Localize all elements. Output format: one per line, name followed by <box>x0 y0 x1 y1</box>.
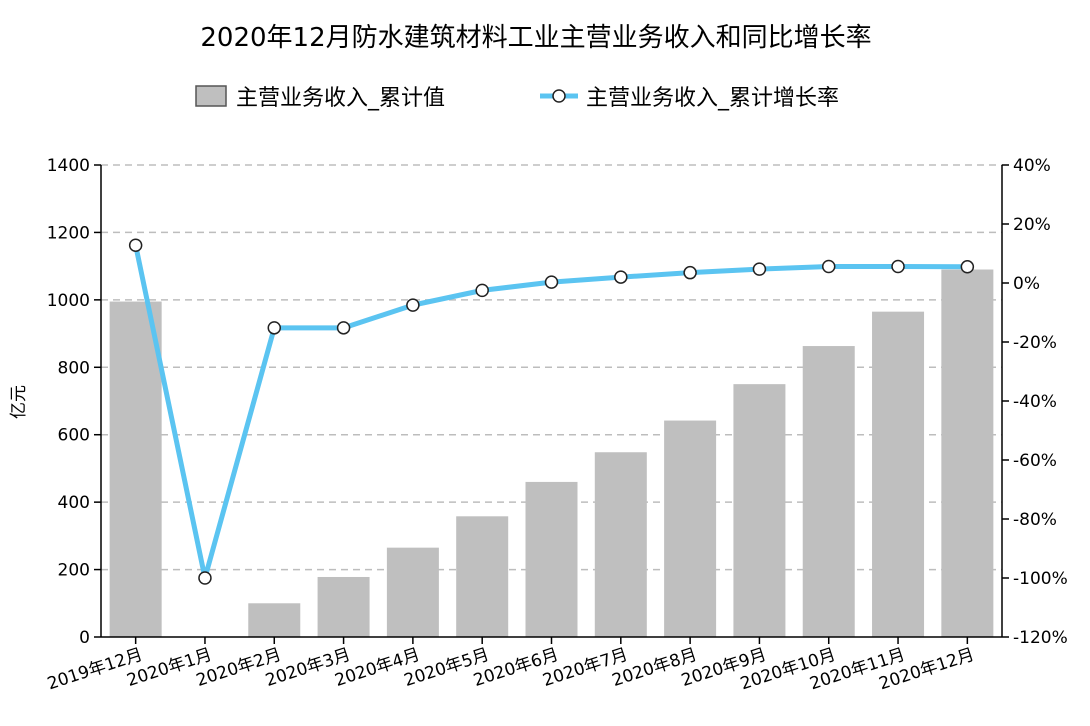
legend-bar-swatch <box>195 85 227 107</box>
line-point <box>198 571 212 585</box>
line-point <box>128 238 143 252</box>
bar <box>525 481 578 637</box>
legend-bar-label: 主营业务收入_累计值 <box>236 86 445 111</box>
bar <box>109 301 162 637</box>
y-left-tick-label: 800 <box>58 358 90 378</box>
y-right-tick-label: -100% <box>1013 569 1068 589</box>
bar <box>664 420 717 637</box>
legend-line-label: 主营业务收入_累计增长率 <box>586 86 839 111</box>
line-point <box>406 298 420 312</box>
line-point <box>267 321 282 335</box>
y-right-tick-label: -40% <box>1013 392 1057 412</box>
y-axis-left-ticks: 0 200 400 600 800 1000 1200 1400 <box>47 156 101 648</box>
y-axis-right-ticks: -120% -100% -80% -60% -40% -20% 0% 20% 40% <box>1002 156 1068 648</box>
y-right-tick-label: -60% <box>1013 451 1057 471</box>
line-point <box>891 259 905 274</box>
bar <box>872 311 925 637</box>
bar <box>248 603 301 637</box>
y-axis-left-label: 亿元 <box>9 385 29 419</box>
y-right-tick-label: -80% <box>1013 510 1057 530</box>
y-right-tick-label: -20% <box>1013 333 1057 353</box>
line-point <box>614 270 628 284</box>
y-right-tick-label: 0% <box>1013 274 1040 294</box>
bar <box>802 346 855 637</box>
y-left-tick-label: 1000 <box>47 291 90 311</box>
chart-title: 2020年12月防水建筑材料工业主营业务收入和同比增长率 <box>200 23 871 53</box>
legend-line-marker <box>552 89 566 103</box>
line-point <box>752 262 767 276</box>
y-left-tick-label: 0 <box>79 628 90 648</box>
y-left-tick-label: 1400 <box>47 156 90 176</box>
y-left-tick-label: 600 <box>58 426 90 446</box>
line-point <box>544 275 559 289</box>
line-point <box>475 283 489 298</box>
line-point <box>960 260 975 274</box>
bar-series <box>109 269 994 637</box>
y-right-tick-label: -120% <box>1013 628 1068 648</box>
line-point <box>336 321 351 335</box>
x-axis-ticks: 2019年12月2020年1月2020年2月2020年3月2020年4月2020… <box>45 637 977 694</box>
bar <box>594 452 647 637</box>
line-series <box>128 238 975 585</box>
bar <box>941 269 994 637</box>
y-left-tick-label: 200 <box>58 561 90 581</box>
y-right-tick-label: 20% <box>1013 215 1051 235</box>
line-point <box>683 265 697 280</box>
bar <box>456 516 509 637</box>
y-right-tick-label: 40% <box>1013 156 1051 176</box>
line-point <box>821 259 836 274</box>
legend: 主营业务收入_累计值 主营业务收入_累计增长率 <box>195 85 839 111</box>
bar <box>317 576 370 637</box>
y-left-tick-label: 1200 <box>47 223 90 243</box>
bar <box>386 547 439 637</box>
y-left-tick-label: 400 <box>58 493 90 513</box>
bar <box>733 384 786 637</box>
